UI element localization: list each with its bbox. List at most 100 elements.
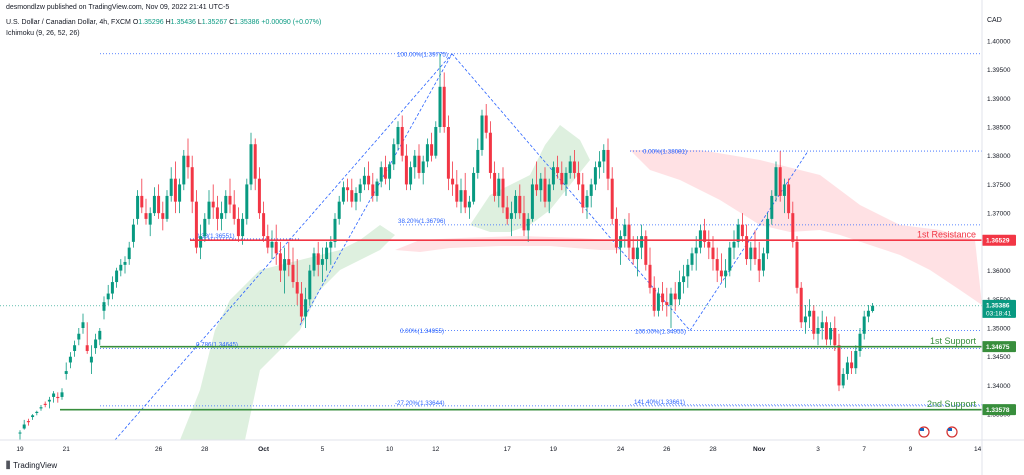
candle-body xyxy=(375,181,379,196)
x-tick-label: 24 xyxy=(617,446,625,453)
trend-line-down[interactable] xyxy=(451,53,691,331)
candle-body xyxy=(119,264,123,271)
candle-body xyxy=(249,144,253,185)
level-support-1[interactable]: 1st Support 1.34675 xyxy=(100,336,1016,353)
candle xyxy=(333,213,337,248)
candle-body xyxy=(404,155,408,185)
candle-body xyxy=(661,293,665,303)
candle-body xyxy=(320,259,324,265)
candle xyxy=(362,167,366,191)
candle xyxy=(829,322,833,346)
candle xyxy=(115,267,119,288)
candle xyxy=(312,247,316,277)
candle-body xyxy=(26,421,30,423)
support-resistance-levels[interactable]: 1st Resistance 1.36529 1st Support 1.34675 2… xyxy=(0,230,1016,416)
fib-label[interactable]: 0.38(1.36551) xyxy=(196,233,235,240)
candle xyxy=(295,259,299,306)
currency-label: CAD xyxy=(987,17,1002,24)
indicator-line[interactable]: Ichimoku (9, 26, 52, 26) xyxy=(6,30,80,37)
fib-label[interactable]: 0.786(1.34645) xyxy=(196,341,238,348)
candle-body xyxy=(850,362,854,369)
candle xyxy=(119,259,123,277)
candle-body xyxy=(18,432,22,434)
candle-body xyxy=(509,213,513,219)
candle xyxy=(173,161,177,214)
candle-body xyxy=(241,218,245,237)
candle xyxy=(148,207,152,237)
fib-label[interactable]: 0.00%(1.38081) xyxy=(643,149,687,156)
candle-body xyxy=(413,155,417,168)
candle-body xyxy=(673,293,677,300)
candle xyxy=(787,178,791,219)
footer-brand-text: TradingView xyxy=(13,461,58,470)
candle xyxy=(568,155,572,179)
candle xyxy=(820,310,824,340)
candle xyxy=(669,287,673,329)
candle xyxy=(358,178,362,202)
candle-body xyxy=(224,195,228,214)
candle-body xyxy=(325,247,329,260)
level-support-2[interactable]: 2nd Support 1.33578 xyxy=(60,399,1016,416)
candle-body xyxy=(425,144,429,162)
candle xyxy=(677,270,681,306)
candle xyxy=(656,287,660,317)
level-resistance-1[interactable]: 1st Resistance 1.36529 xyxy=(190,230,1016,246)
candle xyxy=(824,316,828,346)
candle-body xyxy=(803,316,807,323)
candle xyxy=(547,178,551,214)
candle-body xyxy=(635,247,639,260)
candle-body xyxy=(690,253,694,265)
fib-label[interactable]: 100.00%(1.39775) xyxy=(397,51,448,58)
fib-label[interactable]: 141.40%(1.33661) xyxy=(634,399,685,406)
candle-body xyxy=(236,218,240,237)
candle xyxy=(26,418,30,426)
candle xyxy=(455,170,459,208)
candle-body xyxy=(283,259,287,271)
candle-body xyxy=(31,415,35,418)
candle-body xyxy=(560,172,564,185)
candle xyxy=(274,224,278,265)
trend-line-up-1[interactable] xyxy=(114,53,453,440)
candle-body xyxy=(140,195,144,208)
symbol-name[interactable]: U.S. Dollar / Canadian Dollar, 4h, FXCM xyxy=(6,19,131,26)
candle-body xyxy=(543,178,547,202)
candle xyxy=(152,187,156,217)
candle-body xyxy=(379,167,383,182)
candle-body xyxy=(677,282,681,300)
x-tick-label: 3 xyxy=(816,446,820,453)
candle xyxy=(396,121,400,150)
candle-body xyxy=(568,161,572,173)
candle xyxy=(283,247,287,294)
candle-body xyxy=(278,253,282,271)
ichimoku-cloud xyxy=(180,125,982,440)
price-axis[interactable]: 1.40000 1.39500 1.39000 1.38500 1.38000 1.375… xyxy=(987,38,1011,418)
candle xyxy=(577,161,581,191)
candle-body xyxy=(854,350,858,369)
fib-label[interactable]: 100.00%(1.34955) xyxy=(635,329,686,336)
x-tick-label: 12 xyxy=(432,446,440,453)
fib-label[interactable]: 38.20%(1.36796) xyxy=(398,218,445,225)
candle-body xyxy=(749,247,753,260)
time-axis[interactable]: 19 21 26 28 Oct 5 10 12 17 19 24 26 28 Nov 3 7 9 14 xyxy=(16,446,981,453)
fib-label[interactable]: 0.00%(1.34955) xyxy=(400,328,444,335)
candle-body xyxy=(215,207,219,219)
candle xyxy=(22,419,26,430)
y-tick-label: 1.34000 xyxy=(987,383,1011,390)
current-price-tag xyxy=(982,299,1016,318)
y-tick-label: 1.37500 xyxy=(987,182,1011,189)
candle-body xyxy=(694,247,698,254)
candle-body xyxy=(308,270,312,300)
ohlc-low-label: L xyxy=(197,19,202,26)
candle xyxy=(614,207,618,254)
candle-body xyxy=(698,230,702,248)
candle xyxy=(526,213,530,242)
candle xyxy=(757,241,761,283)
footer-brand[interactable]: ⫼ TradingView xyxy=(6,460,57,471)
fibonacci-drawings[interactable]: 100.00%(1.39775) 0.38(1.36551) 0.786(1.346… xyxy=(100,51,982,440)
fib-label[interactable]: -27.20%(1.33644) xyxy=(395,400,445,407)
candle xyxy=(220,201,224,231)
candle xyxy=(110,276,114,300)
flag-icons[interactable] xyxy=(918,426,958,438)
